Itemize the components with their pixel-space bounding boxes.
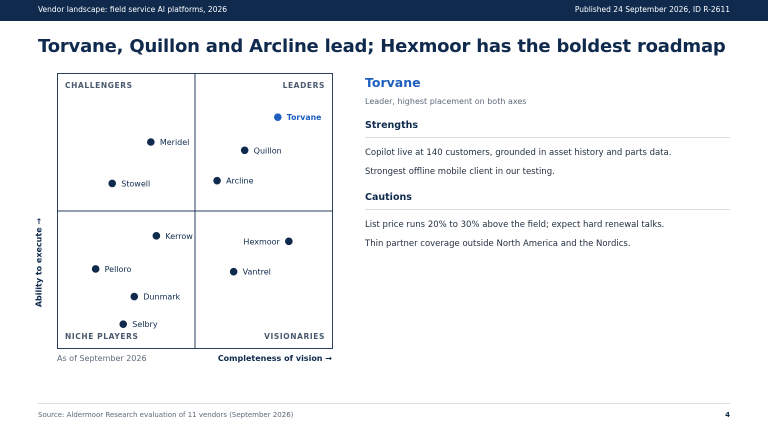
vendor-label: Hexmoor — [243, 237, 280, 246]
quadrant-label: CHALLENGERS — [65, 81, 133, 90]
vendor-label: Stowell — [121, 179, 150, 188]
vendor-point — [152, 232, 161, 240]
x-axis-label: Completeness of vision → — [217, 354, 332, 363]
vendor-name: Torvane — [365, 75, 421, 90]
quadrant-label: NICHE PLAYERS — [65, 332, 138, 341]
quadrant-label: LEADERS — [283, 81, 325, 90]
strengths-heading: Strengths — [365, 120, 730, 138]
top-banner: Vendor landscape: field service AI platf… — [0, 0, 768, 21]
vendor-point — [119, 320, 128, 328]
vendor-point — [285, 237, 293, 246]
vendor-label: Torvane — [287, 113, 322, 122]
cautions-heading: Cautions — [365, 192, 730, 210]
vendor-point — [130, 292, 139, 301]
vendor-label: Selbry — [132, 320, 158, 329]
vendor-label: Pelloro — [105, 265, 132, 274]
vendor-point — [213, 176, 221, 185]
strength-item: Strongest offline mobile client in our t… — [365, 167, 555, 177]
vendor-point — [229, 267, 238, 276]
vendor-point — [91, 265, 100, 273]
vendor-point — [147, 138, 155, 146]
slide-headline: Torvane, Quillon and Arcline lead; Hexmo… — [38, 36, 726, 57]
report-title: Vendor landscape: field service AI platf… — [38, 5, 228, 14]
vendor-label: Meridel — [160, 138, 190, 147]
strength-item: Copilot live at 140 customers, grounded … — [365, 148, 672, 158]
vendor-point — [108, 179, 116, 188]
vendor-quadrant-chart: CHALLENGERS LEADERS NICHE PLAYERS VISIONARI… — [57, 73, 333, 349]
as-of-note: As of September 2026 — [57, 354, 147, 363]
vendor-label: Dunmark — [143, 293, 180, 302]
vendor-label: Arcline — [226, 177, 254, 186]
vendor-label: Quillon — [254, 146, 282, 155]
publication-info: Published 24 September 2026, ID R-2611 — [574, 5, 730, 14]
y-axis-label: Ability to execute → — [34, 217, 44, 308]
footer-divider — [38, 403, 730, 404]
vendor-subtitle: Leader, highest placement on both axes — [365, 97, 527, 106]
vendor-label: Vantrel — [243, 268, 271, 277]
vendor-point — [274, 113, 282, 121]
quadrant-label: VISIONARIES — [264, 332, 325, 341]
source-note: Source: Aldermoor Research evaluation of… — [38, 411, 294, 419]
vendor-label: Kerrow — [165, 232, 193, 241]
vendor-point — [240, 146, 249, 155]
page-number: 4 — [725, 411, 730, 419]
caution-item: List price runs 20% to 30% above the fie… — [365, 220, 665, 230]
vendor-detail-panel: Torvane Leader, highest placement on bot… — [365, 75, 730, 250]
caution-item: Thin partner coverage outside North Amer… — [365, 239, 631, 249]
